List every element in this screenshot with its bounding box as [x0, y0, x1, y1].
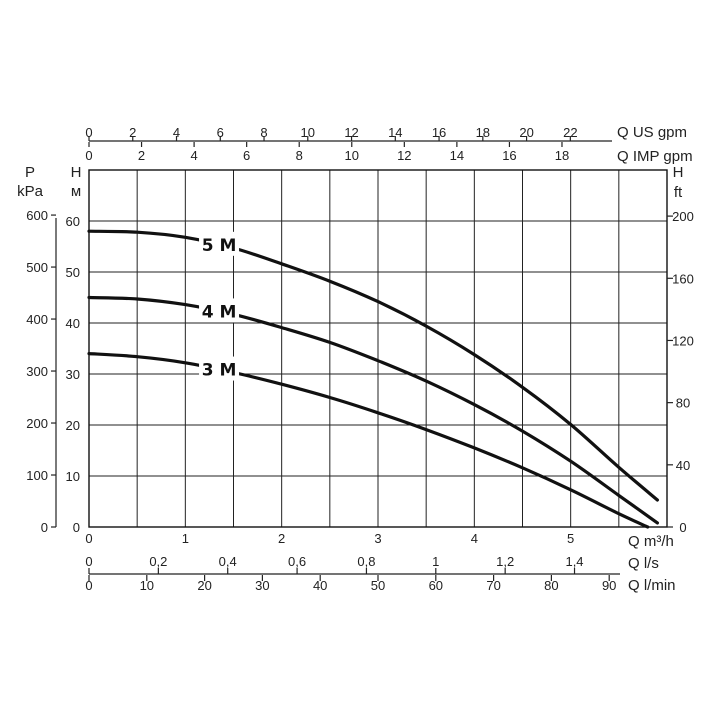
lmin-axis-title: Q l/min	[628, 577, 676, 594]
head-m-tick-label: 0	[73, 520, 80, 535]
curve-3m	[87, 352, 650, 529]
curve-4m	[87, 295, 659, 525]
m3h-tick-label: 3	[374, 531, 381, 546]
head-m-tick-label: 30	[66, 367, 80, 382]
m3h-tick-label: 5	[567, 531, 574, 546]
head-ft-tick-label: 40	[676, 458, 690, 473]
head-m-tick-label: 60	[66, 214, 80, 229]
curve-label: 4 M	[202, 302, 237, 322]
pressure-tick-label: 500	[26, 260, 48, 275]
head-m-axis-unit: м	[71, 183, 81, 200]
us-gpm-tick-label: 8	[260, 125, 267, 140]
ls-tick-label: 0	[85, 554, 92, 569]
axes	[51, 136, 673, 581]
ls-tick-label: 0,2	[149, 554, 167, 569]
head-m-tick-label: 20	[66, 418, 80, 433]
pressure-tick-label: 400	[26, 312, 48, 327]
ls-axis-title: Q l/s	[628, 555, 659, 572]
us-gpm-tick-label: 6	[217, 125, 224, 140]
us-gpm-tick-label: 2	[129, 125, 136, 140]
imp-gpm-tick-label: 12	[397, 148, 411, 163]
curve-label-background	[199, 356, 240, 381]
grid	[88, 169, 668, 528]
imp-gpm-tick-label: 14	[450, 148, 464, 163]
curve-label-background	[199, 231, 240, 256]
curve-label: 5 M	[202, 236, 237, 256]
imp-gpm-tick-label: 4	[190, 148, 197, 163]
head-m-tick-label: 50	[66, 265, 80, 280]
lmin-tick-label: 20	[197, 578, 211, 593]
lmin-tick-label: 30	[255, 578, 269, 593]
pressure-tick-label: 0	[41, 520, 48, 535]
us-gpm-tick-label: 4	[173, 125, 180, 140]
ls-tick-label: 1,2	[496, 554, 514, 569]
imp-gpm-tick-label: 2	[138, 148, 145, 163]
m3h-tick-label: 4	[471, 531, 478, 546]
head-ft-tick-label: 80	[676, 396, 690, 411]
ls-tick-label: 0,4	[219, 554, 237, 569]
pressure-tick-label: 100	[26, 468, 48, 483]
imp-gpm-tick-label: 10	[345, 148, 359, 163]
m3h-tick-label: 1	[182, 531, 189, 546]
lmin-tick-label: 0	[85, 578, 92, 593]
imp-gpm-tick-label: 6	[243, 148, 250, 163]
curve-5m	[87, 229, 659, 502]
imp-gpm-tick-label: 8	[296, 148, 303, 163]
lmin-tick-label: 60	[429, 578, 443, 593]
curves: 5 M 4 M 3 M	[87, 229, 659, 529]
us-gpm-tick-label: 22	[563, 125, 577, 140]
m3h-axis-title: Q m³/h	[628, 533, 674, 550]
m3h-tick-label: 0	[85, 531, 92, 546]
us-gpm-tick-label: 14	[388, 125, 402, 140]
us-gpm-tick-label: 0	[85, 125, 92, 140]
head-m-tick-label: 10	[66, 469, 80, 484]
pressure-axis-title: P	[25, 164, 35, 181]
pressure-tick-label: 600	[26, 208, 48, 223]
us-gpm-tick-label: 16	[432, 125, 446, 140]
head-ft-axis-unit: ft	[674, 184, 683, 201]
pressure-tick-label: 200	[26, 416, 48, 431]
us-gpm-axis-title: Q US gpm	[617, 124, 687, 141]
m3h-tick-label: 2	[278, 531, 285, 546]
us-gpm-tick-label: 20	[519, 125, 533, 140]
lmin-tick-label: 50	[371, 578, 385, 593]
imp-gpm-tick-label: 16	[502, 148, 516, 163]
pressure-axis-unit: kPa	[17, 183, 44, 200]
ls-tick-label: 0,8	[357, 554, 375, 569]
curve-label-background	[199, 298, 240, 323]
imp-gpm-axis-title: Q IMP gpm	[617, 148, 693, 165]
ls-tick-label: 1	[432, 554, 439, 569]
lmin-tick-label: 40	[313, 578, 327, 593]
imp-gpm-tick-label: 18	[555, 148, 569, 163]
curve-label: 3 M	[202, 361, 237, 381]
head-ft-tick-label: 160	[672, 271, 694, 286]
lmin-tick-label: 10	[140, 578, 154, 593]
ls-tick-label: 0,6	[288, 554, 306, 569]
head-ft-tick-label: 200	[672, 209, 694, 224]
us-gpm-tick-label: 18	[476, 125, 490, 140]
us-gpm-tick-label: 12	[344, 125, 358, 140]
pressure-tick-label: 300	[26, 364, 48, 379]
imp-gpm-tick-label: 0	[85, 148, 92, 163]
lmin-tick-label: 80	[544, 578, 558, 593]
plot-frame	[88, 169, 668, 528]
head-ft-axis-title: H	[673, 164, 684, 181]
head-m-tick-label: 40	[66, 316, 80, 331]
lmin-tick-label: 90	[602, 578, 616, 593]
tick-labels: 6050403020100600500400300200100020016012…	[26, 125, 694, 593]
head-ft-tick-label: 0	[679, 520, 686, 535]
us-gpm-tick-label: 10	[301, 125, 315, 140]
head-m-axis-title: H	[71, 164, 82, 181]
lmin-tick-label: 70	[486, 578, 500, 593]
head-ft-tick-label: 120	[672, 333, 694, 348]
ls-tick-label: 1,4	[565, 554, 583, 569]
